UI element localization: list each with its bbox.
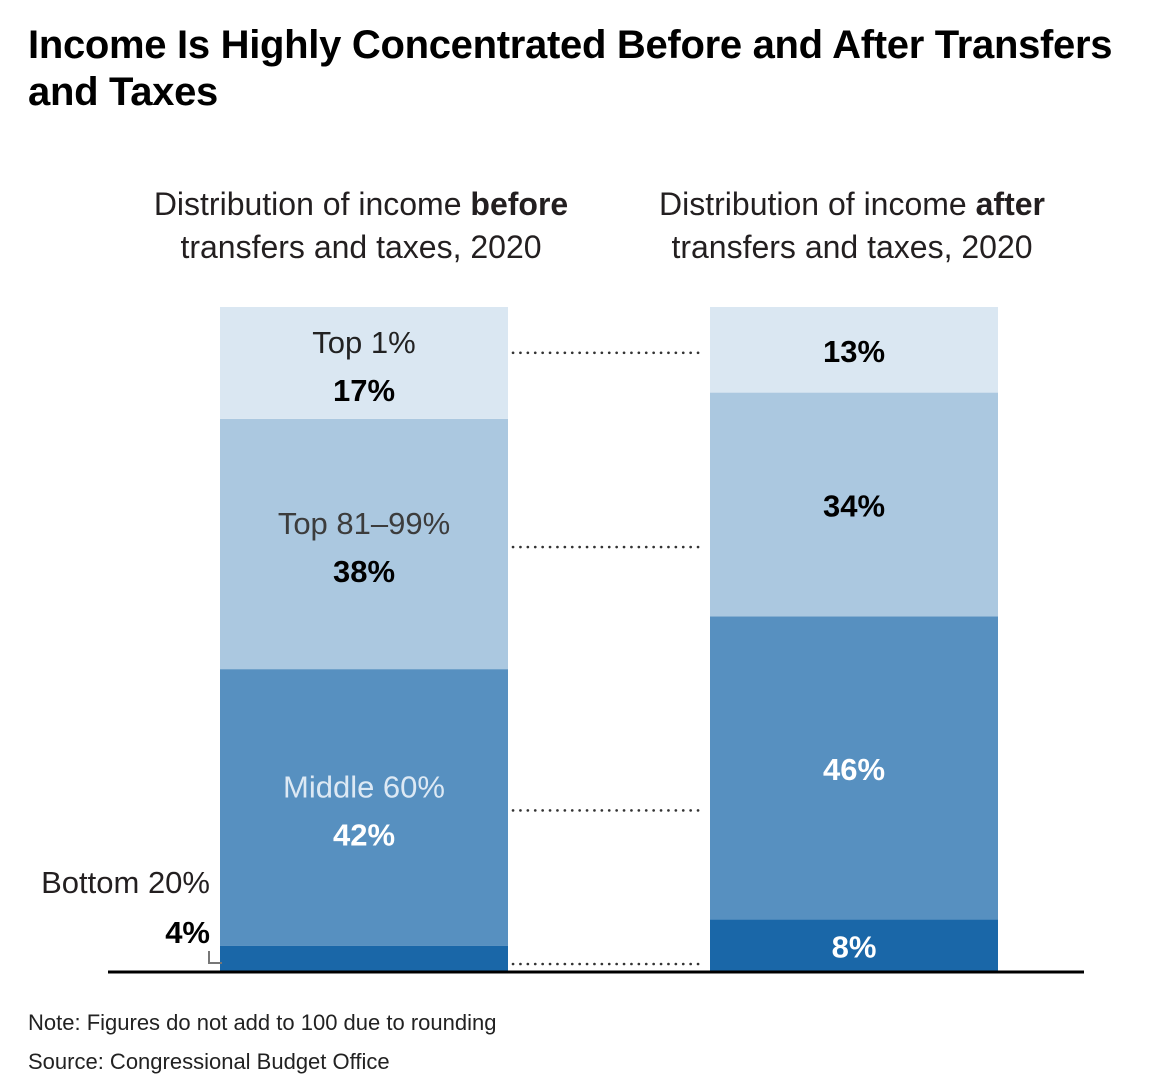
bar-label-before-lead: Distribution of income — [153, 186, 471, 222]
bar-label-after-bold: after — [975, 186, 1045, 222]
value-label-before-3: 17% — [333, 373, 395, 408]
bar-before-segment-3 — [220, 307, 508, 419]
bar-label-before-bold: before — [470, 186, 569, 222]
chart-note: Note: Figures do not add to 100 due to r… — [28, 1010, 497, 1035]
bar-after-segment-0 — [710, 919, 998, 972]
value-label-after-0: 8% — [832, 930, 877, 965]
bar-before-segment-0 — [220, 945, 508, 972]
value-label-after-1: 46% — [823, 752, 885, 787]
chart-source: Source: Congressional Budget Office — [28, 1049, 390, 1074]
segment-name-bottom-20: Bottom 20% — [41, 865, 210, 900]
bar-after-segment-3 — [710, 307, 998, 393]
value-label-before-2: 38% — [333, 554, 395, 589]
bar-before-segment-1 — [220, 669, 508, 946]
bar-label-after: Distribution of income after transfers a… — [617, 183, 1087, 269]
bar-after-segment-2 — [710, 392, 998, 617]
value-label-after-3: 13% — [823, 334, 885, 369]
bar-label-before: Distribution of income before transfers … — [126, 183, 596, 269]
bar-label-before-tail: transfers and taxes, 2020 — [180, 229, 542, 265]
value-label-after-2: 34% — [823, 489, 885, 524]
segment-name-1: Middle 60% — [283, 769, 445, 804]
value-label-before-1: 42% — [333, 817, 395, 852]
callout-leader-line — [208, 951, 222, 964]
bar-label-after-lead: Distribution of income — [659, 186, 976, 222]
stacked-bar-chart: Bottom 20% 4% 8% Middle 60% 42% 46% Top 81–99%… — [41, 307, 1084, 974]
segment-name-3: Top 1% — [312, 325, 415, 360]
segment-name-2: Top 81–99% — [278, 506, 450, 541]
bar-label-after-tail: transfers and taxes, 2020 — [671, 229, 1033, 265]
chart-title: Income Is Highly Concentrated Before and… — [28, 23, 1113, 114]
value-label-before-0: 4% — [165, 915, 210, 950]
bar-after-segment-1 — [710, 616, 998, 920]
bar-before-segment-2 — [220, 418, 508, 670]
